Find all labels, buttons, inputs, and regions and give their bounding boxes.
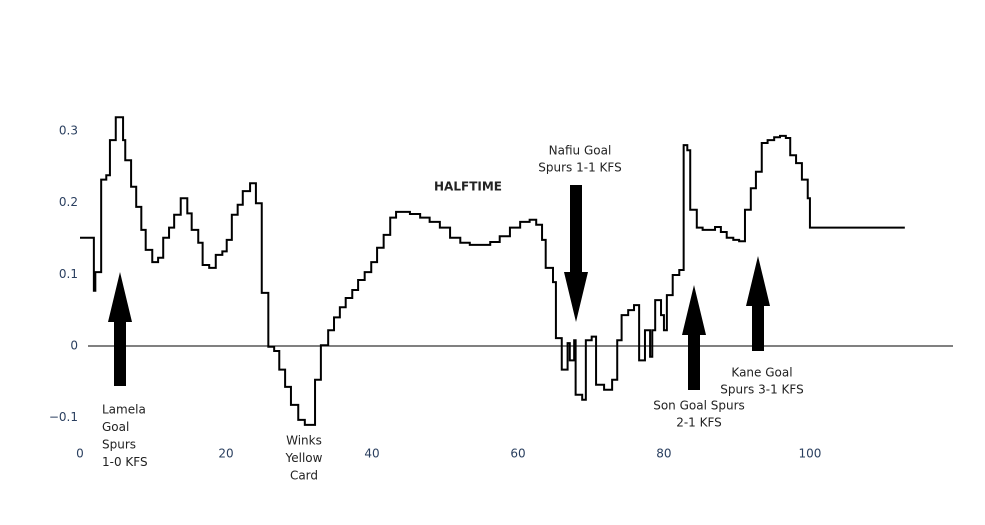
arrow <box>746 256 770 351</box>
arrow <box>564 185 588 322</box>
annotation-text: Card <box>290 469 318 483</box>
arrow <box>682 285 706 390</box>
annotation-text: Son Goal Spurs <box>653 399 745 413</box>
data-line <box>80 116 905 426</box>
y-tick-label: 0.2 <box>59 195 78 209</box>
annotation-text: Goal <box>102 420 129 434</box>
annotation-text: 2-1 KFS <box>676 416 722 430</box>
annotation-text: Yellow <box>285 451 323 465</box>
annotation-text: Nafiu Goal <box>549 144 612 158</box>
x-tick-label: 80 <box>656 447 671 461</box>
y-tick-label: 0.1 <box>59 267 78 281</box>
annotation-text: Spurs 1-1 KFS <box>538 161 621 175</box>
annotation-text: 1-0 KFS <box>102 455 148 469</box>
x-tick-label: 20 <box>218 447 233 461</box>
annotation-text: Lamela <box>102 403 146 417</box>
annotation-text: HALFTIME <box>434 180 502 194</box>
annotation-text: Spurs <box>102 438 136 452</box>
y-tick-label: −0.1 <box>49 410 78 424</box>
arrow <box>108 272 132 386</box>
y-tick-label: 0 <box>70 339 78 353</box>
x-tick-label: 0 <box>76 447 84 461</box>
x-tick-label: 100 <box>798 447 821 461</box>
y-tick-label: 0.3 <box>59 123 78 137</box>
x-tick-label: 40 <box>364 447 379 461</box>
annotation-text: Kane Goal <box>731 366 792 380</box>
x-tick-label: 60 <box>510 447 525 461</box>
annotation-text: Winks <box>286 434 322 448</box>
annotation-text: Spurs 3-1 KFS <box>720 383 803 397</box>
